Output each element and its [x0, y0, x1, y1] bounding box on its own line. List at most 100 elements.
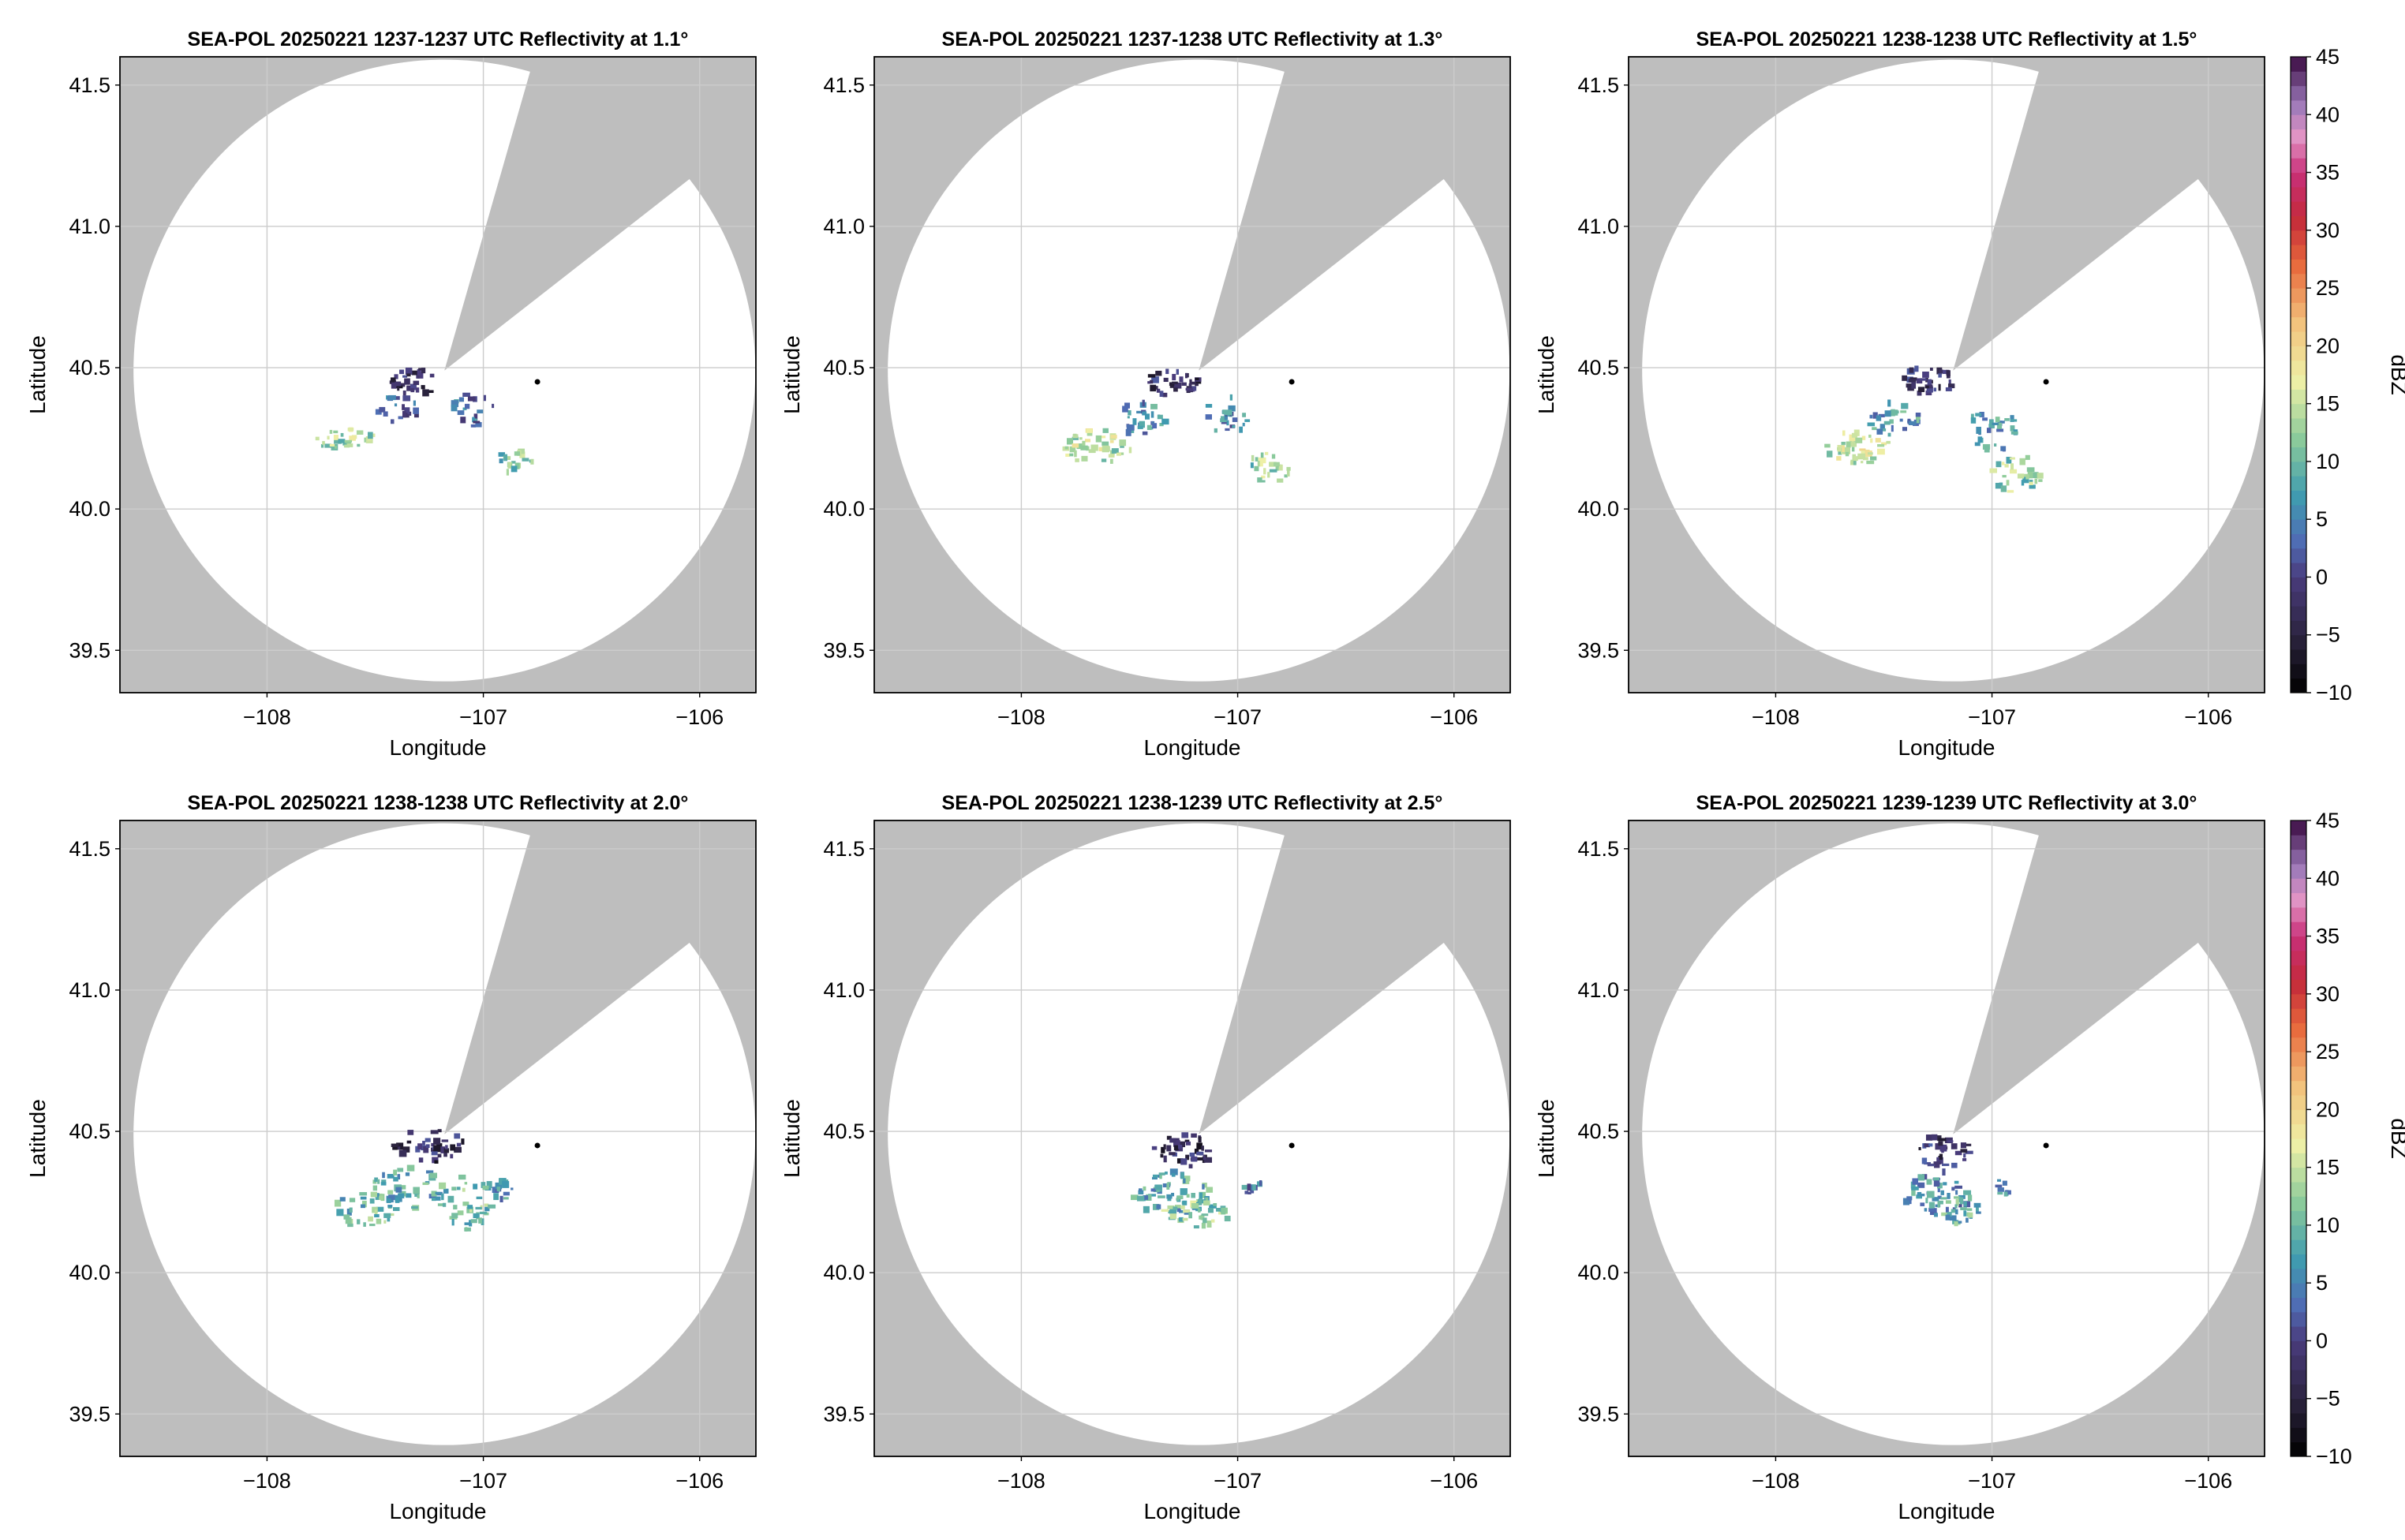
echo-cell — [1176, 1208, 1181, 1213]
echo-cell — [1960, 1149, 1967, 1153]
echo-cell — [1973, 1202, 1981, 1208]
colorbar-segment — [2291, 273, 2306, 289]
x-tick-label: −108 — [1752, 705, 1800, 729]
echo-cell — [417, 1143, 423, 1149]
echo-cell — [1933, 1180, 1940, 1187]
echo-cell — [367, 437, 372, 442]
y-tick-label: 40.0 — [823, 497, 865, 521]
echo-cell — [1995, 1184, 2003, 1188]
echo-cell — [350, 1218, 353, 1224]
echo-cell — [395, 381, 402, 387]
colorbar-tick-label: 40 — [2316, 866, 2340, 890]
echo-cell — [2004, 1190, 2011, 1195]
echo-cell — [1163, 377, 1169, 383]
echo-cell — [1098, 447, 1104, 452]
echo-cell — [1939, 1144, 1947, 1152]
echo-cell — [344, 439, 353, 443]
colorbar-segment — [2291, 563, 2306, 578]
echo-cell — [1951, 1209, 1956, 1213]
colorbar-tick-label: −10 — [2316, 1445, 2352, 1468]
colorbar-segment — [2291, 678, 2306, 693]
echo-cell — [334, 439, 342, 444]
echo-cell — [1277, 478, 1284, 483]
echo-cell — [1069, 453, 1074, 457]
echo-cell — [1200, 1214, 1205, 1220]
echo-cell — [1943, 369, 1947, 374]
echo-cell — [514, 451, 521, 456]
echo-cell — [1202, 1217, 1207, 1224]
echo-cell — [462, 1187, 466, 1192]
colorbar-tick-label: 10 — [2316, 450, 2340, 473]
y-tick-label: 39.5 — [1577, 1402, 1619, 1426]
echo-cell — [397, 1168, 404, 1172]
echo-cell — [433, 1138, 441, 1145]
echo-cell — [1254, 465, 1259, 472]
echo-cell — [1064, 446, 1068, 450]
echo-cell — [1176, 1198, 1180, 1201]
echo-cell — [1139, 421, 1146, 428]
echo-cell — [1065, 453, 1071, 458]
echo-cell — [407, 1130, 414, 1135]
y-tick-label: 41.5 — [823, 73, 865, 97]
echo-cell — [1947, 1140, 1954, 1143]
echo-cell — [1977, 436, 1983, 443]
echo-cell — [1152, 1203, 1160, 1210]
colorbar-segment — [2291, 906, 2306, 922]
echo-cell — [435, 1196, 441, 1201]
echo-cell — [339, 1197, 346, 1202]
echo-cell — [1072, 443, 1079, 448]
echo-cell — [1916, 419, 1920, 424]
echo-cell — [374, 1213, 380, 1218]
echo-cell — [1173, 1140, 1180, 1147]
y-tick-label: 40.5 — [1577, 1119, 1619, 1143]
colorbar-segment — [2291, 835, 2306, 850]
echo-cell — [398, 383, 406, 387]
echo-cell — [1824, 443, 1831, 448]
colorbar-tick-label: 25 — [2316, 276, 2340, 300]
echo-cell — [450, 1144, 456, 1151]
echo-cell — [1968, 1212, 1973, 1218]
echo-cell — [1224, 413, 1229, 421]
echo-cell — [498, 452, 506, 457]
echo-cell — [1206, 1220, 1212, 1228]
echo-cell — [462, 392, 470, 397]
echo-cell — [369, 1224, 376, 1227]
echo-cell — [1922, 1174, 1928, 1180]
echo-cell — [1889, 419, 1894, 424]
echo-cell — [1172, 381, 1178, 384]
echo-cell — [1933, 1162, 1940, 1168]
echo-cell — [511, 465, 518, 473]
echo-cell — [2009, 457, 2015, 460]
echo-cell — [383, 1213, 391, 1218]
echo-cell — [1171, 1172, 1176, 1177]
echo-cell — [1242, 413, 1247, 417]
echo-cell — [1974, 442, 1980, 447]
y-tick-label: 41.5 — [69, 73, 110, 97]
echo-cell — [1136, 1195, 1145, 1202]
echo-cell — [1945, 1214, 1951, 1220]
echo-cell — [1147, 374, 1156, 378]
colorbar-segment — [2291, 186, 2306, 202]
colorbar-tick-label: 40 — [2316, 103, 2340, 126]
echo-cell — [441, 1193, 444, 1201]
echo-cell — [1150, 379, 1154, 384]
echo-cell — [1954, 1196, 1960, 1199]
echo-cell — [1120, 445, 1124, 448]
echo-cell — [1861, 435, 1866, 440]
echo-cell — [1232, 417, 1238, 422]
echo-cell — [1954, 1220, 1962, 1224]
colorbar-tick-label: 35 — [2316, 161, 2340, 185]
colorbar-segment — [2291, 1138, 2306, 1153]
echo-cell — [1161, 1209, 1169, 1212]
echo-cell — [1937, 1201, 1940, 1208]
echo-cell — [1163, 1144, 1166, 1150]
echo-cell — [381, 1179, 387, 1183]
echo-cell — [1928, 1207, 1935, 1213]
echo-cell — [1954, 1204, 1958, 1209]
echo-cell — [2006, 480, 2010, 486]
echo-cell — [1886, 440, 1891, 444]
colorbar-segment — [2291, 1109, 2306, 1125]
echo-cell — [415, 387, 420, 393]
echo-cell — [1845, 451, 1850, 457]
echo-cell — [1891, 424, 1894, 432]
